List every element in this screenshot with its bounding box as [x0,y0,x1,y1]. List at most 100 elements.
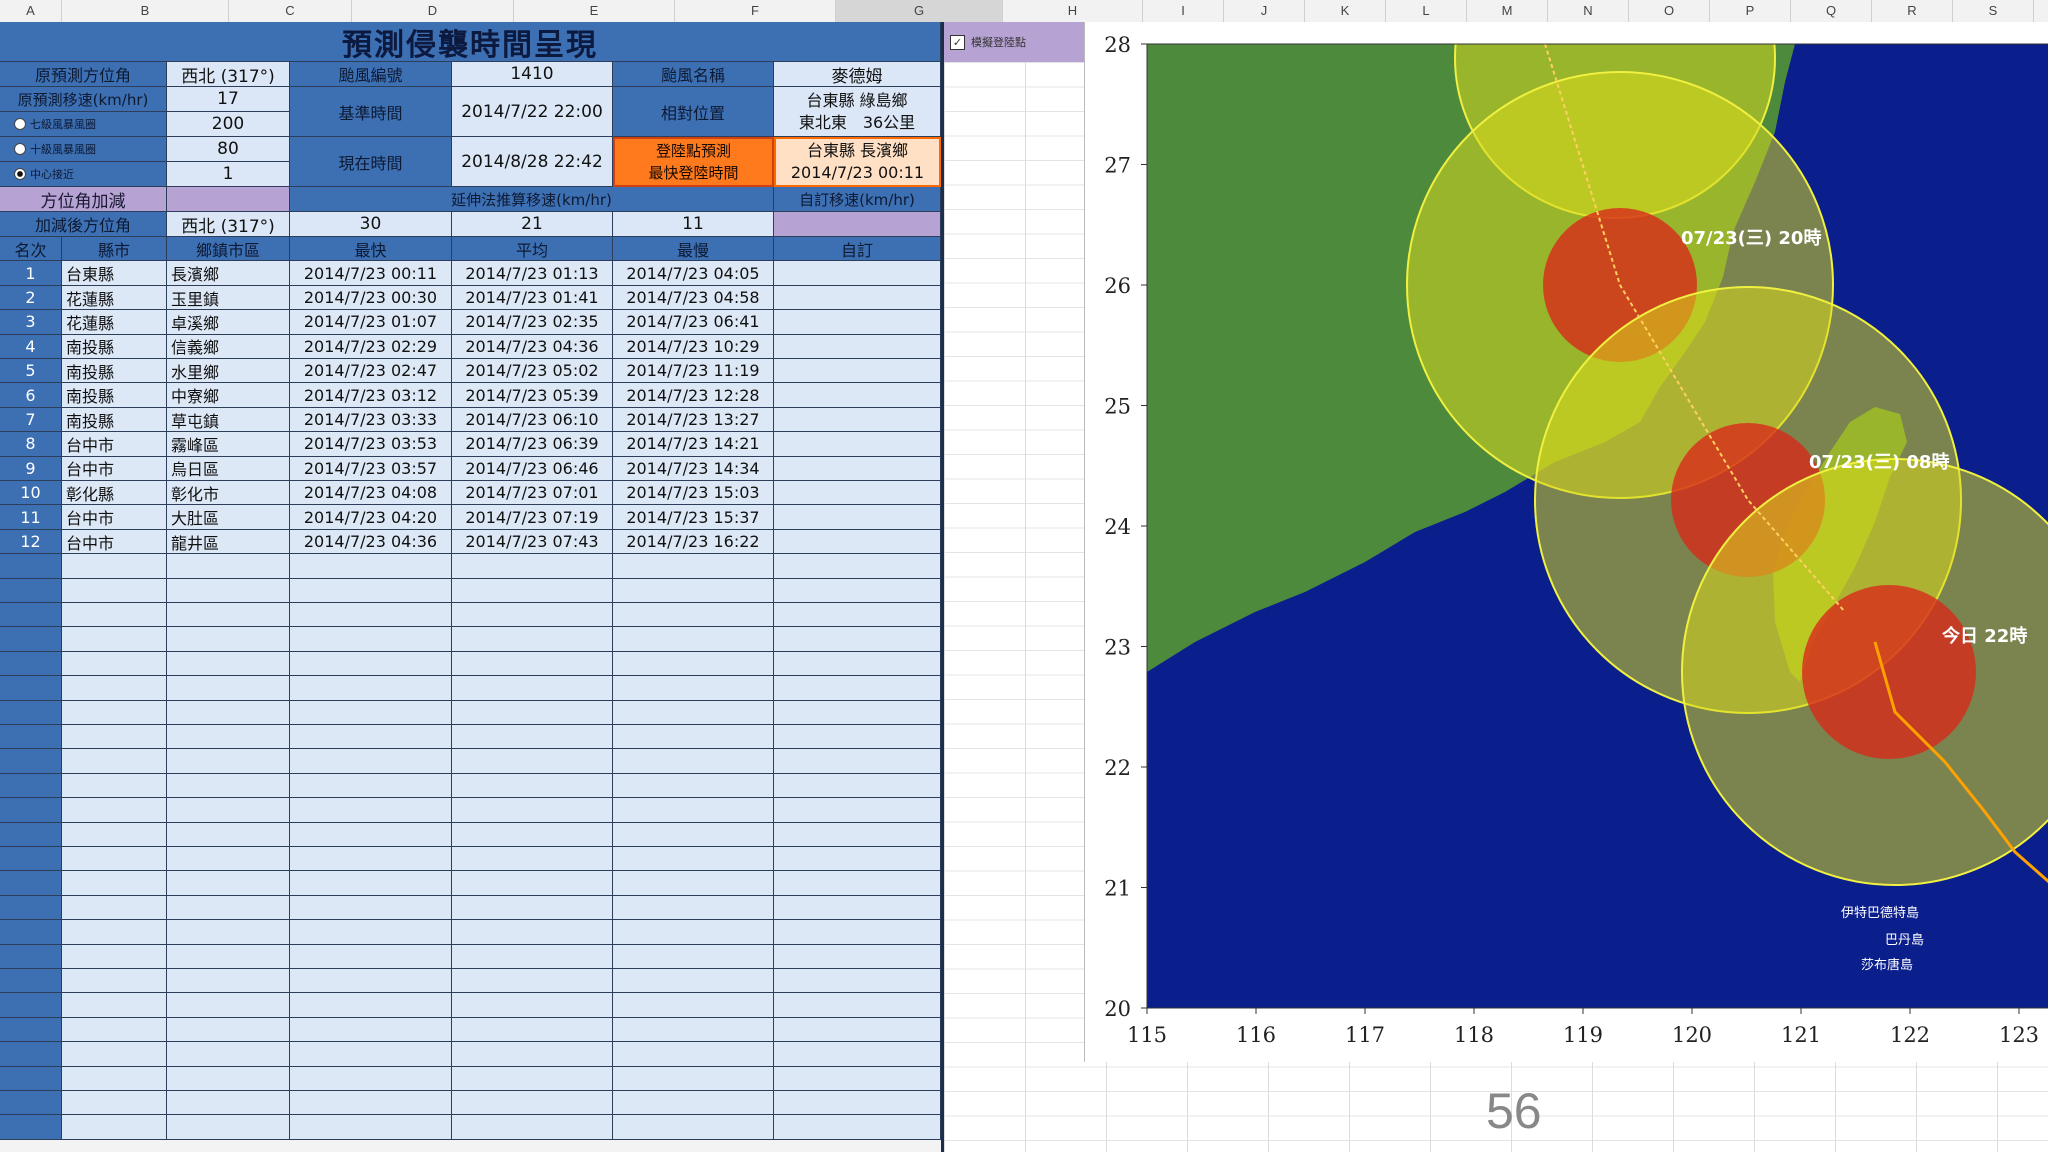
column-header-j[interactable]: J [1224,0,1305,22]
empty-cell[interactable] [62,1115,167,1140]
empty-cell[interactable] [613,700,774,725]
empty-cell[interactable] [0,773,62,799]
empty-cell[interactable] [452,554,613,579]
table-cell[interactable]: 2014/7/23 00:30 [290,285,452,311]
empty-cell[interactable] [0,969,62,994]
empty-cell[interactable] [62,1066,167,1091]
empty-cell[interactable] [62,920,167,945]
empty-cell[interactable] [167,1115,290,1140]
table-cell[interactable]: 2014/7/23 11:19 [613,359,774,384]
table-cell[interactable]: 台中市 [62,505,167,530]
table-cell[interactable]: 烏日區 [167,456,290,481]
table-cell[interactable]: 2014/7/23 02:47 [290,359,452,384]
checkbox-checked-icon[interactable]: ✓ [950,34,965,50]
table-cell[interactable]: 5 [0,359,62,384]
empty-cell[interactable] [613,1091,774,1116]
table-cell[interactable]: 草屯鎮 [167,407,290,433]
empty-cell[interactable] [452,871,613,896]
column-header-t[interactable]: T [2034,0,2048,22]
table-cell[interactable]: 2014/7/23 07:01 [452,481,613,506]
radio-radius7[interactable]: 七級風暴風圈 [0,112,167,137]
table-cell[interactable] [774,334,941,359]
table-cell[interactable]: 3 [0,310,62,335]
table-cell[interactable]: 12 [0,529,62,555]
empty-cell[interactable] [0,871,62,896]
empty-cell[interactable] [613,847,774,872]
speed-value[interactable]: 17 [167,87,290,112]
table-cell[interactable]: 2014/7/23 07:19 [452,505,613,530]
table-cell[interactable]: 2014/7/23 15:37 [613,505,774,530]
empty-cell[interactable] [452,1017,613,1043]
table-cell[interactable]: 2014/7/23 14:34 [613,456,774,481]
empty-cell[interactable] [62,1042,167,1067]
radius7-value[interactable]: 200 [167,112,290,137]
column-header-c[interactable]: C [229,0,352,22]
table-cell[interactable]: 2014/7/23 04:08 [290,481,452,506]
table-cell[interactable]: 玉里鎮 [167,285,290,311]
empty-cell[interactable] [774,725,941,750]
empty-cell[interactable] [290,993,452,1018]
table-cell[interactable] [774,261,941,286]
column-header-n[interactable]: N [1548,0,1629,22]
empty-cell[interactable] [290,749,452,774]
table-cell[interactable]: 2014/7/23 06:46 [452,456,613,481]
bearing-value[interactable]: 西北 (317°) [167,62,290,87]
table-cell[interactable]: 南投縣 [62,359,167,384]
radio-icon[interactable] [14,118,26,130]
empty-cell[interactable] [290,554,452,579]
empty-cell[interactable] [452,749,613,774]
empty-cell[interactable] [290,847,452,872]
column-header-e[interactable]: E [514,0,675,22]
empty-cell[interactable] [0,847,62,872]
empty-cell[interactable] [774,676,941,701]
table-cell[interactable]: 11 [0,505,62,530]
empty-cell[interactable] [290,676,452,701]
empty-cell[interactable] [613,603,774,628]
table-cell[interactable]: 2014/7/23 12:28 [613,383,774,408]
empty-cell[interactable] [62,1017,167,1043]
empty-cell[interactable] [452,773,613,799]
empty-cell[interactable] [613,749,774,774]
empty-cell[interactable] [613,920,774,945]
table-cell[interactable]: 花蓮縣 [62,285,167,311]
empty-cell[interactable] [290,578,452,603]
empty-cell[interactable] [0,554,62,579]
column-header-q[interactable]: Q [1791,0,1872,22]
empty-cell[interactable] [167,847,290,872]
radio-radius10[interactable]: 十級風暴風圈 [0,137,167,162]
empty-cell[interactable] [62,554,167,579]
empty-cell[interactable] [452,895,613,921]
radius10-value[interactable]: 80 [167,137,290,162]
empty-cell[interactable] [167,969,290,994]
empty-cell[interactable] [452,627,613,652]
empty-cell[interactable] [62,603,167,628]
table-cell[interactable]: 南投縣 [62,407,167,433]
empty-cell[interactable] [62,895,167,921]
empty-cell[interactable] [452,603,613,628]
table-cell[interactable]: 2014/7/23 06:41 [613,310,774,335]
empty-cell[interactable] [0,603,62,628]
table-cell[interactable]: 卓溪鄉 [167,310,290,335]
empty-cell[interactable] [613,1042,774,1067]
empty-cell[interactable] [62,749,167,774]
empty-cell[interactable] [774,749,941,774]
table-cell[interactable]: 彰化市 [167,481,290,506]
empty-cell[interactable] [62,700,167,725]
empty-cell[interactable] [0,627,62,652]
column-header-i[interactable]: I [1143,0,1224,22]
table-cell[interactable]: 2014/7/23 02:29 [290,334,452,359]
empty-cell[interactable] [774,1066,941,1091]
column-header-l[interactable]: L [1386,0,1467,22]
empty-cell[interactable] [774,773,941,799]
column-header-f[interactable]: F [675,0,836,22]
empty-cell[interactable] [0,993,62,1018]
empty-cell[interactable] [452,822,613,847]
empty-cell[interactable] [62,1091,167,1116]
table-cell[interactable]: 1 [0,261,62,286]
empty-cell[interactable] [0,700,62,725]
table-cell[interactable]: 台中市 [62,432,167,457]
empty-cell[interactable] [290,1091,452,1116]
empty-cell[interactable] [167,651,290,677]
table-cell[interactable]: 2014/7/23 04:58 [613,285,774,311]
table-cell[interactable]: 台東縣 [62,261,167,286]
